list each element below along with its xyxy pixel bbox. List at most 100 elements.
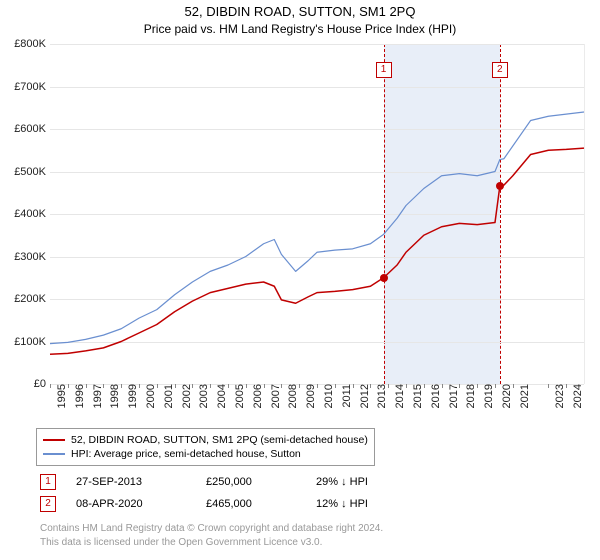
x-tick	[388, 384, 389, 388]
x-axis-label: 1996	[72, 384, 86, 408]
transaction-hpi-delta: 12% ↓ HPI	[316, 498, 368, 510]
transaction-row: 1 27-SEP-2013 £250,000 29% ↓ HPI	[40, 474, 368, 490]
legend-swatch	[43, 439, 65, 441]
x-axis-label: 2004	[214, 384, 228, 408]
x-axis-label: 1998	[107, 384, 121, 408]
footer-line-2: This data is licensed under the Open Gov…	[40, 536, 383, 550]
legend-label: HPI: Average price, semi-detached house,…	[71, 448, 301, 460]
chart-title: 52, DIBDIN ROAD, SUTTON, SM1 2PQ	[0, 4, 600, 19]
transaction-date: 08-APR-2020	[76, 498, 186, 510]
x-tick	[548, 384, 549, 388]
y-axis-label: £400K	[14, 208, 50, 220]
x-axis-label: 2008	[285, 384, 299, 408]
x-tick	[353, 384, 354, 388]
x-tick	[264, 384, 265, 388]
x-tick	[210, 384, 211, 388]
transaction-marker-dot	[380, 274, 388, 282]
x-axis-label: 2016	[428, 384, 442, 408]
x-axis-label: 2013	[374, 384, 388, 408]
x-axis-label: 2007	[268, 384, 282, 408]
x-tick	[317, 384, 318, 388]
x-tick	[103, 384, 104, 388]
x-tick	[139, 384, 140, 388]
x-axis-label: 1999	[125, 384, 139, 408]
x-tick	[335, 384, 336, 388]
x-axis-label: 2005	[232, 384, 246, 408]
x-axis-label: 2024	[570, 384, 584, 408]
x-axis-label: 2002	[179, 384, 193, 408]
transaction-row: 2 08-APR-2020 £465,000 12% ↓ HPI	[40, 496, 368, 512]
x-axis-label: 2023	[552, 384, 566, 408]
x-tick	[495, 384, 496, 388]
x-axis-label: 1995	[54, 384, 68, 408]
x-axis-label: 2021	[517, 384, 531, 408]
transaction-number-icon: 2	[40, 496, 56, 512]
x-tick	[406, 384, 407, 388]
x-tick	[370, 384, 371, 388]
x-axis-label: 2011	[339, 384, 353, 408]
chart-lines	[50, 44, 584, 384]
x-axis-label: 2010	[321, 384, 335, 408]
x-tick	[281, 384, 282, 388]
x-tick	[566, 384, 567, 388]
transaction-marker-dot	[496, 182, 504, 190]
x-tick	[50, 384, 51, 388]
x-tick	[86, 384, 87, 388]
transaction-price: £250,000	[206, 476, 296, 488]
x-axis-label: 1997	[90, 384, 104, 408]
y-axis-label: £0	[34, 378, 50, 390]
x-tick	[299, 384, 300, 388]
x-axis-label: 2018	[463, 384, 477, 408]
x-tick	[192, 384, 193, 388]
transaction-marker-label: 2	[492, 62, 508, 78]
x-tick	[442, 384, 443, 388]
y-axis-label: £500K	[14, 166, 50, 178]
x-axis-label: 2000	[143, 384, 157, 408]
x-axis-label: 2019	[481, 384, 495, 408]
series-hpi	[50, 112, 584, 344]
x-tick	[121, 384, 122, 388]
x-tick	[477, 384, 478, 388]
legend-label: 52, DIBDIN ROAD, SUTTON, SM1 2PQ (semi-d…	[71, 434, 368, 446]
x-tick	[459, 384, 460, 388]
transaction-number-icon: 1	[40, 474, 56, 490]
x-axis-label: 2020	[499, 384, 513, 408]
x-tick	[513, 384, 514, 388]
x-axis-label: 2015	[410, 384, 424, 408]
x-tick	[228, 384, 229, 388]
x-axis-label: 2001	[161, 384, 175, 408]
y-axis-label: £200K	[14, 293, 50, 305]
y-axis-label: £700K	[14, 81, 50, 93]
footer-attribution: Contains HM Land Registry data © Crown c…	[40, 522, 383, 549]
legend: 52, DIBDIN ROAD, SUTTON, SM1 2PQ (semi-d…	[36, 428, 375, 466]
x-axis-label: 2009	[303, 384, 317, 408]
plot-area: £0£100K£200K£300K£400K£500K£600K£700K£80…	[50, 44, 585, 384]
footer-text: This data is licensed under the	[40, 537, 178, 548]
transaction-marker-label: 1	[376, 62, 392, 78]
legend-item: HPI: Average price, semi-detached house,…	[43, 447, 368, 461]
transaction-price: £465,000	[206, 498, 296, 510]
x-tick	[175, 384, 176, 388]
x-axis-label: 2014	[392, 384, 406, 408]
footer-line-1: Contains HM Land Registry data © Crown c…	[40, 522, 383, 536]
x-axis-label: 2003	[196, 384, 210, 408]
y-axis-label: £800K	[14, 38, 50, 50]
chart-subtitle: Price paid vs. HM Land Registry's House …	[0, 22, 600, 36]
legend-swatch	[43, 453, 65, 455]
x-axis-label: 2006	[250, 384, 264, 408]
transaction-date: 27-SEP-2013	[76, 476, 186, 488]
y-axis-label: £100K	[14, 336, 50, 348]
y-axis-label: £300K	[14, 251, 50, 263]
ogl-licence-link[interactable]: Open Government Licence v3.0	[178, 537, 319, 548]
x-axis-label: 2017	[446, 384, 460, 408]
x-tick	[246, 384, 247, 388]
x-tick	[424, 384, 425, 388]
footer-text: .	[320, 537, 323, 548]
x-tick	[157, 384, 158, 388]
chart-container: 52, DIBDIN ROAD, SUTTON, SM1 2PQ Price p…	[0, 0, 600, 560]
transaction-hpi-delta: 29% ↓ HPI	[316, 476, 368, 488]
legend-item: 52, DIBDIN ROAD, SUTTON, SM1 2PQ (semi-d…	[43, 433, 368, 447]
x-tick	[68, 384, 69, 388]
y-axis-label: £600K	[14, 123, 50, 135]
x-axis-label: 2012	[357, 384, 371, 408]
